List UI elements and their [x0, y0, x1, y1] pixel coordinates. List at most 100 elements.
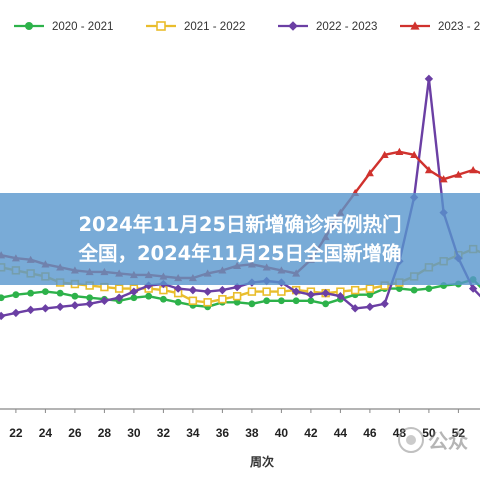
data-point [41, 304, 50, 313]
data-point [322, 300, 330, 308]
data-point [70, 301, 80, 310]
chart-legend: 2020 - 2021 2021 - 2022 2022 - 2023 2023 - … [14, 21, 480, 33]
watermark-text: 公众 [428, 429, 468, 453]
data-point [425, 285, 433, 292]
legend-item: 2021 - 2022 [146, 21, 245, 33]
data-point [145, 292, 153, 300]
data-point [56, 289, 64, 297]
data-point [71, 292, 79, 300]
x-tick-label: 24 [39, 426, 53, 440]
wechat-logo-icon [398, 426, 424, 453]
data-point [424, 166, 433, 174]
x-tick-label: 50 [422, 426, 436, 440]
x-tick-label: 52 [452, 426, 466, 440]
data-point [160, 295, 167, 303]
data-point [292, 297, 300, 305]
data-point [232, 291, 242, 301]
data-point [424, 74, 434, 84]
data-point [173, 284, 183, 293]
data-point [86, 294, 94, 302]
x-tick-label: 28 [98, 426, 112, 440]
headline-banner: 2024年11月25日新增确诊病例热门 全国，2024年11月25日全国新增确 [0, 193, 480, 285]
data-point [380, 299, 389, 308]
legend-item: 2023 - 2024 [400, 21, 480, 33]
data-point [321, 288, 330, 298]
data-point [365, 302, 375, 312]
data-point [130, 294, 138, 302]
data-point [203, 287, 212, 296]
data-point [114, 293, 124, 302]
series-2020-2021 [0, 276, 480, 311]
data-point [11, 308, 21, 318]
data-point [277, 287, 286, 296]
x-tick-label: 36 [216, 426, 230, 440]
data-point [468, 284, 478, 293]
data-point [26, 305, 35, 315]
data-point [27, 289, 35, 297]
data-point [42, 288, 49, 296]
data-point [0, 311, 6, 321]
legend-marker [25, 22, 33, 30]
data-point [410, 286, 418, 294]
data-point [336, 292, 345, 301]
headline-line-1: 2024年11月25日新增确诊病例热门 [78, 213, 402, 236]
data-point [439, 175, 448, 183]
data-point [365, 284, 375, 293]
data-point [218, 285, 227, 295]
headline[interactable]: 2024年11月25日新增确诊病例热门 全国，2024年11月25日全国新增确 [78, 210, 401, 268]
data-point [114, 284, 124, 293]
legend-marker [288, 21, 298, 31]
data-point [410, 150, 419, 159]
data-point [12, 291, 20, 299]
x-tick-label: 40 [275, 426, 289, 440]
data-point [55, 302, 65, 312]
data-point [129, 287, 139, 296]
legend-label: 2021 - 2022 [184, 21, 245, 33]
data-point [188, 285, 198, 295]
headline-line-2: 全国，2024年11月25日全国新增确 [78, 242, 402, 265]
data-point [203, 298, 212, 307]
x-tick-labels: 22 24 26 28 30 32 34 36 38 40 42 44 46 48 50 52 [9, 409, 465, 440]
legend-item: 2022 - 2023 [278, 21, 377, 33]
legend-label: 2020 - 2021 [52, 21, 113, 33]
legend-label: 2023 - 2024 [438, 21, 480, 33]
data-point [307, 297, 315, 305]
legend-item: 2020 - 2021 [14, 21, 113, 33]
data-point [350, 285, 360, 295]
data-point [366, 291, 374, 299]
legend-marker [410, 21, 420, 30]
data-point [262, 287, 271, 296]
x-tick-label: 34 [186, 426, 200, 440]
data-point [469, 166, 478, 174]
data-point [278, 297, 285, 305]
data-point [174, 298, 182, 306]
data-point [291, 287, 301, 296]
x-tick-label: 26 [68, 426, 82, 440]
data-point [350, 304, 360, 313]
data-point [396, 285, 403, 292]
data-point [395, 147, 404, 155]
data-point [188, 296, 198, 305]
legend-label: 2022 - 2023 [316, 21, 377, 33]
data-point [233, 298, 241, 306]
data-point [247, 287, 257, 296]
x-axis-title: 周次 [250, 454, 274, 469]
data-point [380, 150, 389, 159]
x-tick-label: 44 [334, 426, 348, 440]
legend-marker [156, 21, 166, 31]
x-tick-label: 46 [363, 426, 377, 440]
data-point [365, 169, 374, 177]
watermark: 公众 [398, 425, 468, 454]
data-point [100, 296, 109, 305]
x-tick-label: 32 [157, 426, 171, 440]
data-point [218, 295, 227, 304]
x-tick-label: 38 [245, 426, 259, 440]
data-point [263, 297, 271, 305]
x-tick-label: 22 [9, 426, 23, 440]
data-point [306, 290, 316, 299]
data-point [0, 294, 5, 302]
series-line [0, 278, 480, 308]
x-tick-label: 42 [304, 426, 318, 440]
data-point [85, 299, 94, 308]
data-point [248, 300, 256, 308]
